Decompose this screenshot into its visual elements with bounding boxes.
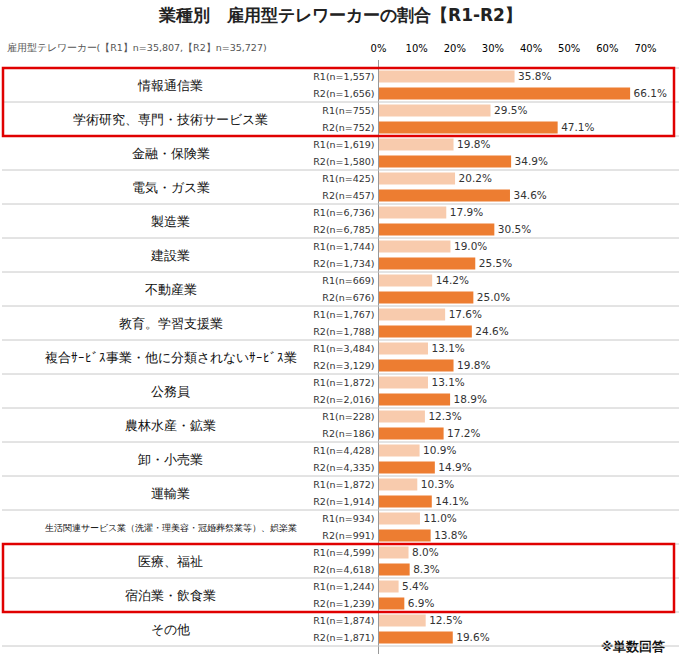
svg-text:20.2%: 20.2% bbox=[459, 172, 492, 184]
svg-text:14.2%: 14.2% bbox=[436, 274, 469, 286]
svg-text:10.9%: 10.9% bbox=[423, 444, 456, 456]
svg-text:不動産業: 不動産業 bbox=[145, 282, 197, 297]
svg-text:R2(n=2,016): R2(n=2,016) bbox=[313, 394, 374, 405]
svg-text:生活関連サービス業（洗濯・理美容・冠婚葬祭業等）、娯楽業: 生活関連サービス業（洗濯・理美容・冠婚葬祭業等）、娯楽業 bbox=[45, 523, 297, 533]
svg-text:R1(n=1,872): R1(n=1,872) bbox=[313, 377, 374, 388]
svg-text:その他: その他 bbox=[151, 622, 190, 637]
svg-text:情報通信業: 情報通信業 bbox=[137, 78, 203, 93]
svg-text:19.0%: 19.0% bbox=[454, 240, 487, 252]
svg-text:R2(n=1,580): R2(n=1,580) bbox=[313, 156, 374, 167]
svg-text:R2(n=752): R2(n=752) bbox=[322, 122, 374, 133]
svg-text:R2(n=1,871): R2(n=1,871) bbox=[313, 632, 374, 643]
svg-text:5.4%: 5.4% bbox=[402, 580, 429, 592]
svg-text:金融・保険業: 金融・保険業 bbox=[132, 146, 210, 161]
svg-text:50%: 50% bbox=[558, 43, 580, 54]
svg-text:29.5%: 29.5% bbox=[494, 104, 527, 116]
svg-text:医療、福祉: 医療、福祉 bbox=[138, 554, 203, 569]
svg-text:18.9%: 18.9% bbox=[454, 393, 487, 405]
svg-text:0%: 0% bbox=[371, 43, 387, 54]
svg-text:19.8%: 19.8% bbox=[457, 138, 490, 150]
svg-text:R1(n=669): R1(n=669) bbox=[322, 275, 374, 286]
svg-text:R1(n=3,484): R1(n=3,484) bbox=[313, 343, 374, 354]
svg-text:30%: 30% bbox=[482, 43, 504, 54]
svg-text:R2(n=1,914): R2(n=1,914) bbox=[313, 496, 374, 507]
svg-text:10%: 10% bbox=[406, 43, 428, 54]
svg-text:R1(n=1,767): R1(n=1,767) bbox=[313, 309, 374, 320]
svg-text:R1(n=4,428): R1(n=4,428) bbox=[313, 445, 374, 456]
svg-text:R1(n=1,244): R1(n=1,244) bbox=[313, 581, 374, 592]
svg-text:40%: 40% bbox=[520, 43, 542, 54]
svg-text:運輸業: 運輸業 bbox=[151, 486, 190, 501]
svg-text:17.6%: 17.6% bbox=[449, 308, 482, 320]
svg-text:20%: 20% bbox=[444, 43, 466, 54]
svg-text:12.3%: 12.3% bbox=[428, 410, 461, 422]
svg-text:※単数回答: ※単数回答 bbox=[600, 638, 666, 654]
svg-text:R1(n=1,619): R1(n=1,619) bbox=[313, 139, 374, 150]
svg-text:24.6%: 24.6% bbox=[475, 325, 508, 337]
svg-text:R2(n=1,656): R2(n=1,656) bbox=[313, 88, 374, 99]
svg-text:R2(n=676): R2(n=676) bbox=[322, 292, 374, 303]
svg-text:17.9%: 17.9% bbox=[450, 206, 483, 218]
svg-text:雇用型テレワーカー(【R1】n=35,807,【R2】n=3: 雇用型テレワーカー(【R1】n=35,807,【R2】n=35,727) bbox=[7, 42, 267, 53]
svg-text:R2(n=1,734): R2(n=1,734) bbox=[313, 258, 374, 269]
svg-text:30.5%: 30.5% bbox=[498, 223, 531, 235]
svg-text:17.2%: 17.2% bbox=[447, 427, 480, 439]
svg-text:公務員: 公務員 bbox=[151, 384, 190, 399]
svg-text:R1(n=6,736): R1(n=6,736) bbox=[313, 207, 374, 218]
svg-text:卸・小売業: 卸・小売業 bbox=[138, 452, 203, 467]
svg-text:R2(n=6,785): R2(n=6,785) bbox=[313, 224, 374, 235]
svg-text:25.5%: 25.5% bbox=[479, 257, 512, 269]
svg-text:R2(n=4,335): R2(n=4,335) bbox=[313, 462, 374, 473]
svg-text:R1(n=4,599): R1(n=4,599) bbox=[313, 547, 374, 558]
svg-text:19.6%: 19.6% bbox=[456, 631, 489, 643]
svg-text:学術研究、専門・技術サービス業: 学術研究、専門・技術サービス業 bbox=[73, 112, 268, 127]
svg-text:教育。学習支援業: 教育。学習支援業 bbox=[119, 316, 223, 331]
svg-text:34.9%: 34.9% bbox=[515, 155, 548, 167]
svg-text:13.8%: 13.8% bbox=[434, 529, 467, 541]
svg-text:農林水産・鉱業: 農林水産・鉱業 bbox=[125, 418, 216, 433]
svg-text:R1(n=1,557): R1(n=1,557) bbox=[313, 71, 374, 82]
svg-text:12.5%: 12.5% bbox=[429, 614, 462, 626]
svg-text:10.3%: 10.3% bbox=[421, 478, 454, 490]
svg-text:47.1%: 47.1% bbox=[561, 121, 594, 133]
svg-text:35.8%: 35.8% bbox=[518, 70, 551, 82]
svg-text:70%: 70% bbox=[634, 43, 656, 54]
svg-text:11.0%: 11.0% bbox=[423, 512, 456, 524]
svg-text:R1(n=1,872): R1(n=1,872) bbox=[313, 479, 374, 490]
svg-text:R2(n=4,618): R2(n=4,618) bbox=[313, 564, 374, 575]
svg-text:6.9%: 6.9% bbox=[408, 597, 435, 609]
svg-text:14.9%: 14.9% bbox=[438, 461, 471, 473]
svg-text:R2(n=1,788): R2(n=1,788) bbox=[313, 326, 374, 337]
svg-text:製造業: 製造業 bbox=[151, 214, 190, 229]
svg-text:14.1%: 14.1% bbox=[435, 495, 468, 507]
svg-text:25.0%: 25.0% bbox=[477, 291, 510, 303]
svg-text:宿泊業・飲食業: 宿泊業・飲食業 bbox=[125, 588, 216, 603]
svg-text:R2(n=3,129): R2(n=3,129) bbox=[313, 360, 374, 371]
svg-text:66.1%: 66.1% bbox=[634, 87, 667, 99]
svg-text:R2(n=186): R2(n=186) bbox=[322, 428, 374, 439]
svg-text:R1(n=425): R1(n=425) bbox=[322, 173, 374, 184]
svg-text:19.8%: 19.8% bbox=[457, 359, 490, 371]
svg-text:R1(n=1,874): R1(n=1,874) bbox=[313, 615, 374, 626]
svg-text:8.3%: 8.3% bbox=[413, 563, 440, 575]
svg-text:8.0%: 8.0% bbox=[412, 546, 439, 558]
svg-text:R2(n=457): R2(n=457) bbox=[322, 190, 374, 201]
svg-text:13.1%: 13.1% bbox=[431, 342, 464, 354]
svg-text:R1(n=755): R1(n=755) bbox=[322, 105, 374, 116]
svg-text:R1(n=934): R1(n=934) bbox=[322, 513, 374, 524]
html-text:業種別 雇用型テレワーカーの割合【R1-R2】: 業種別 雇用型テレワーカーの割合【R1-R2】 bbox=[159, 5, 522, 25]
svg-text:R1(n=228): R1(n=228) bbox=[322, 411, 374, 422]
svg-text:R1(n=1,744): R1(n=1,744) bbox=[313, 241, 374, 252]
svg-text:R2(n=1,239): R2(n=1,239) bbox=[313, 598, 374, 609]
svg-text:60%: 60% bbox=[596, 43, 618, 54]
svg-text:建設業: 建設業 bbox=[150, 248, 190, 263]
svg-text:電気・ガス業: 電気・ガス業 bbox=[132, 180, 210, 195]
svg-text:34.6%: 34.6% bbox=[513, 189, 546, 201]
svg-text:13.1%: 13.1% bbox=[431, 376, 464, 388]
svg-text:複合ｻｰﾋﾞｽ事業・他に分類されないｻｰﾋﾞｽ業: 複合ｻｰﾋﾞｽ事業・他に分類されないｻｰﾋﾞｽ業 bbox=[45, 350, 297, 365]
svg-text:R2(n=991): R2(n=991) bbox=[322, 530, 374, 541]
